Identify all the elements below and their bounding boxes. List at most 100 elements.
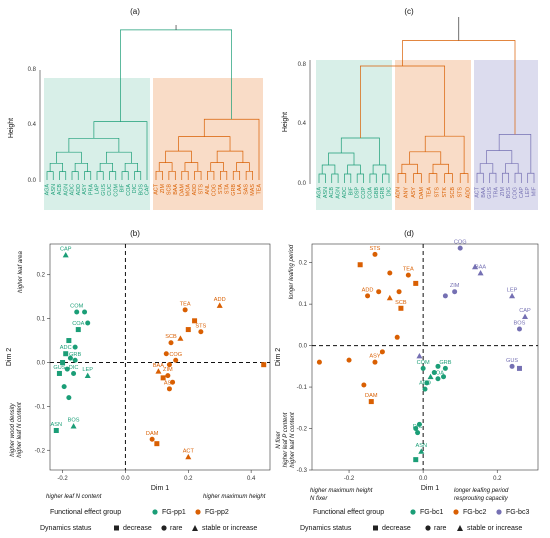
legend-right: Functional effect group FG-bc1 FG-bc2 FG… <box>300 509 529 532</box>
dendrogram-a-leaf-label: GUS <box>101 184 107 196</box>
scatter-b-point-decrease <box>192 318 198 324</box>
scatter-b-point-decrease <box>154 441 160 447</box>
scatter-b-point-decrease <box>60 359 66 365</box>
scatter-d-point-label: TEA <box>403 267 414 273</box>
scatter-d-ytick-label: -0.1 <box>297 385 308 391</box>
scatter-b-point-rare <box>166 386 172 392</box>
dendrogram-a-leaf-label: ADD <box>76 184 82 195</box>
dendrogram-a-leaf-label: BOS <box>138 184 144 196</box>
dendrogram-c-leaf-label: MIF <box>532 186 538 196</box>
scatter-d-point-rare <box>452 289 458 295</box>
dendrogram-a-leaf-label: BAA <box>173 184 179 195</box>
legend-label-rare: rare <box>170 525 183 532</box>
scatter-b-xtick-label: 0.4 <box>247 476 256 482</box>
scatter-b-ytick-label: -0.2 <box>35 448 46 454</box>
dendrogram-c-leaf-label: COG <box>513 187 519 199</box>
scatter-d-point-label: GRB <box>439 360 451 366</box>
scatter-d-point-rare <box>372 251 378 257</box>
dendrogram-a-branch <box>203 118 260 180</box>
scatter-b-point-rare <box>149 436 155 442</box>
legend-swatch-fg-pp2 <box>195 509 201 515</box>
scatter-d-point-rare <box>413 426 419 432</box>
group-box-fg-pp2 <box>153 78 263 210</box>
dendrogram-c-leaf-label: DIC <box>387 187 393 196</box>
scatter-d-point-stable <box>472 263 479 270</box>
scatter-d-point-decrease <box>357 262 363 268</box>
scatter-d-point-rare <box>387 270 393 276</box>
legend-right-dyn-title: Dynamics status <box>300 525 352 532</box>
group-box-fg-bc3 <box>474 60 538 210</box>
scatter-b-point-rare <box>67 355 73 361</box>
scatter-d-point-rare <box>435 376 441 382</box>
scatter-b-point-label: DIC <box>69 365 79 371</box>
dendrogram-c-leaf-label: STK <box>442 187 448 198</box>
scatter-b-point-label: SCB <box>165 334 177 340</box>
scatter-d-point-rare <box>431 370 437 376</box>
scatter-b-xtick-label: -0.2 <box>57 476 68 482</box>
scatter-d-point-decrease <box>413 280 419 286</box>
scatter-b-point-label: COG <box>169 352 182 358</box>
dendrogram-c-leaf-label: AGN <box>336 187 342 199</box>
dendrogram-c-leaf-label: ASY <box>411 187 417 198</box>
scatter-d-point-rare <box>509 363 515 369</box>
legend-label-decrease: decrease <box>123 525 152 532</box>
scatter-d-ytick-label: -0.3 <box>297 468 308 474</box>
scatter-d-point-label: COM <box>417 360 430 366</box>
note-d-x-right-1: longer leafing period <box>454 488 509 494</box>
legend-swatch-fg-bc3 <box>496 509 502 515</box>
dendrogram-c-leaf-label: LEP <box>525 187 531 198</box>
scatter-d-point-label: COA <box>432 370 444 376</box>
dendrogram-a-leaf-label: ANL <box>205 184 211 195</box>
scatter-d-point-label: BAA <box>475 265 486 271</box>
scatter-d-point-decrease <box>516 365 522 371</box>
scatter-d-xtick-label: -0.2 <box>344 476 355 482</box>
tick-a-0.0: 0.0 <box>28 178 37 184</box>
dendrogram-a-leaf-label: LAA <box>237 184 243 195</box>
dendrogram-a-leaf-label: ACT <box>154 183 160 194</box>
legend-label-stable: stable or increase <box>202 525 257 532</box>
axis-d-ticks: -0.2 0.0 0.2 -0.3 -0.2 -0.1 0.0 0.1 0.2 <box>297 244 538 482</box>
dendrogram-a-leaf-label: PRA <box>88 184 94 195</box>
legend-left-dyn-title: Dynamics status <box>40 525 92 532</box>
scatter-b-point-rare <box>74 309 80 315</box>
scatter-b-point-label: ACT <box>183 448 195 454</box>
scatter-d-point-rare <box>416 421 422 427</box>
scatter-d-point-rare <box>365 293 371 299</box>
scatter-d-point-rare <box>361 382 367 388</box>
scatter-d-point-label: GUS <box>506 358 518 364</box>
plot-frame-b <box>49 243 271 471</box>
scatter-b-ytick-label: 0.2 <box>37 273 46 279</box>
scatter-d-point-stable <box>522 313 529 319</box>
dendrogram-a-leaf-label: STA <box>224 184 230 194</box>
scatter-d-point-rare <box>405 272 411 278</box>
scatter-d-ytick-label: 0.0 <box>299 344 308 350</box>
legend-left-fg-title: Functional effect group <box>50 509 121 516</box>
scatter-b-point-label: COA <box>72 321 84 327</box>
scatter-b-point-label: BOS <box>68 418 80 424</box>
dendrogram-a-leaf-label: SCB <box>166 184 172 195</box>
note-b-x-left: higher leaf N content <box>46 494 102 500</box>
dendrogram-a-leaf-label: CAP <box>145 184 151 195</box>
scatter-d-point-decrease <box>413 457 419 463</box>
note-d-bottom-left-1: N fixer <box>276 430 282 448</box>
legend-label-fg-pp2: FG-pp2 <box>205 509 229 516</box>
dendrogram-a-leaf-label: ACB <box>57 184 63 195</box>
dendrogram-c-leaf-label: ANY <box>403 187 409 198</box>
scatter-d-point-stable <box>427 373 434 380</box>
dendrogram-a-branch <box>210 162 224 172</box>
dendrogram-a-leaf-label: TEA <box>257 184 263 195</box>
legend-swatch-fg-bc2 <box>453 509 459 515</box>
scatter-d-point-rare <box>457 245 463 251</box>
scatter-d-point-rare <box>422 386 428 392</box>
note-b-x-right: higher maximum height <box>203 494 266 500</box>
axis-a-ylabel: Height <box>8 118 15 138</box>
dendrogram-c-leaf-label: COA <box>367 187 373 199</box>
scatter-b-point-label: GRB <box>69 352 81 358</box>
axis-b-ticks: -0.2 0.0 0.2 0.4 -0.2 -0.1 0.0 0.1 0.2 <box>35 244 270 482</box>
axis-b-ylabel: Dim 2 <box>6 348 13 366</box>
scatter-b-point-decrease <box>160 375 166 381</box>
dendrogram-c-leaves: AGA ASN ACB AGN ADC BIF DSP COP COA GBB GRB DIC ADN A… <box>317 186 538 199</box>
scatter-b-xtick-label: 0.0 <box>121 476 130 482</box>
scatter-b-point-decrease <box>56 370 62 376</box>
